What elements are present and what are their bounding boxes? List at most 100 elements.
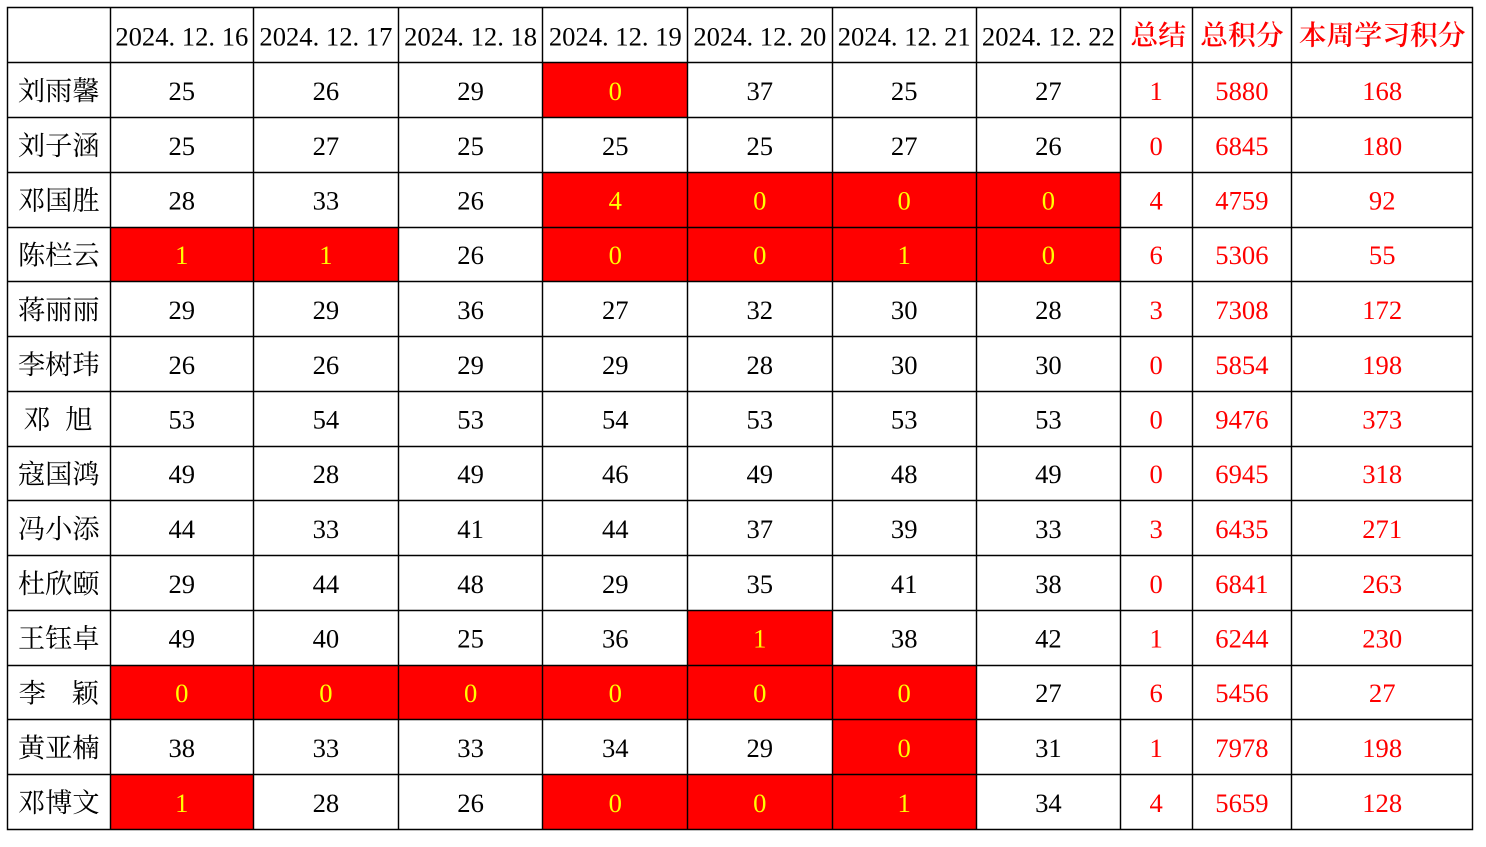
svg-text:42: 42 [1035, 624, 1062, 654]
svg-text:230: 230 [1362, 624, 1402, 654]
svg-text:28: 28 [747, 350, 774, 380]
svg-text:49: 49 [457, 459, 484, 489]
svg-text:1: 1 [898, 240, 911, 270]
svg-text:27: 27 [1035, 678, 1062, 708]
svg-text:39: 39 [891, 514, 918, 544]
svg-text:25: 25 [169, 131, 196, 161]
svg-text:28: 28 [313, 459, 340, 489]
svg-text:0: 0 [175, 678, 188, 708]
svg-text:1: 1 [1150, 733, 1163, 763]
svg-text:54: 54 [313, 405, 340, 435]
svg-text:44: 44 [602, 514, 629, 544]
svg-text:33: 33 [1035, 514, 1062, 544]
svg-text:0: 0 [1150, 350, 1163, 380]
svg-text:36: 36 [602, 624, 629, 654]
svg-text:28: 28 [169, 186, 196, 216]
svg-text:5659: 5659 [1215, 788, 1268, 818]
svg-text:5306: 5306 [1215, 240, 1268, 270]
svg-text:0: 0 [1150, 569, 1163, 599]
svg-text:1: 1 [753, 624, 766, 654]
svg-text:25: 25 [169, 76, 196, 106]
svg-text:0: 0 [898, 733, 911, 763]
svg-text:32: 32 [747, 295, 774, 325]
svg-text:318: 318 [1362, 459, 1402, 489]
svg-text:0: 0 [319, 678, 332, 708]
svg-text:0: 0 [1150, 405, 1163, 435]
svg-text:1: 1 [1150, 76, 1163, 106]
svg-text:33: 33 [313, 733, 340, 763]
svg-text:26: 26 [457, 240, 484, 270]
svg-text:28: 28 [313, 788, 340, 818]
svg-text:2024. 12. 16: 2024. 12. 16 [115, 22, 248, 52]
svg-text:33: 33 [457, 733, 484, 763]
svg-text:53: 53 [891, 405, 918, 435]
svg-text:30: 30 [891, 295, 918, 325]
svg-text:0: 0 [609, 788, 622, 818]
svg-text:4: 4 [1150, 186, 1163, 216]
svg-text:0: 0 [753, 186, 766, 216]
svg-text:2024. 12. 18: 2024. 12. 18 [404, 22, 537, 52]
svg-text:373: 373 [1362, 405, 1402, 435]
svg-text:30: 30 [891, 350, 918, 380]
svg-text:6945: 6945 [1215, 459, 1268, 489]
svg-text:35: 35 [747, 569, 774, 599]
svg-text:3: 3 [1150, 514, 1163, 544]
svg-text:0: 0 [753, 678, 766, 708]
svg-text:27: 27 [1369, 678, 1396, 708]
svg-text:2024. 12. 17: 2024. 12. 17 [259, 22, 392, 52]
svg-text:46: 46 [602, 459, 629, 489]
svg-text:92: 92 [1369, 186, 1396, 216]
svg-text:0: 0 [464, 678, 477, 708]
svg-text:168: 168 [1362, 76, 1402, 106]
svg-text:0: 0 [753, 788, 766, 818]
svg-text:49: 49 [1035, 459, 1062, 489]
svg-text:34: 34 [602, 733, 629, 763]
svg-text:6845: 6845 [1215, 131, 1268, 161]
svg-text:25: 25 [457, 131, 484, 161]
svg-text:6841: 6841 [1215, 569, 1268, 599]
svg-text:25: 25 [747, 131, 774, 161]
svg-text:53: 53 [1035, 405, 1062, 435]
svg-text:9476: 9476 [1215, 405, 1268, 435]
svg-text:0: 0 [1042, 240, 1055, 270]
svg-text:2024. 12. 19: 2024. 12. 19 [549, 22, 682, 52]
svg-text:1: 1 [898, 788, 911, 818]
svg-text:49: 49 [747, 459, 774, 489]
svg-text:48: 48 [457, 569, 484, 599]
svg-text:25: 25 [891, 76, 918, 106]
svg-text:40: 40 [313, 624, 340, 654]
svg-text:49: 49 [169, 624, 196, 654]
svg-text:44: 44 [313, 569, 340, 599]
svg-text:0: 0 [609, 678, 622, 708]
svg-text:38: 38 [1035, 569, 1062, 599]
svg-text:26: 26 [169, 350, 196, 380]
svg-text:29: 29 [457, 350, 484, 380]
svg-text:29: 29 [747, 733, 774, 763]
svg-text:41: 41 [457, 514, 484, 544]
svg-text:0: 0 [1150, 131, 1163, 161]
svg-text:6435: 6435 [1215, 514, 1268, 544]
svg-text:1: 1 [175, 788, 188, 818]
svg-text:5456: 5456 [1215, 678, 1268, 708]
svg-text:36: 36 [457, 295, 484, 325]
svg-text:2024. 12. 21: 2024. 12. 21 [838, 22, 971, 52]
svg-text:38: 38 [169, 733, 196, 763]
svg-text:49: 49 [169, 459, 196, 489]
svg-text:55: 55 [1369, 240, 1396, 270]
svg-text:0: 0 [753, 240, 766, 270]
svg-text:25: 25 [602, 131, 629, 161]
svg-text:7978: 7978 [1215, 733, 1268, 763]
svg-text:172: 172 [1362, 295, 1402, 325]
svg-text:26: 26 [313, 76, 340, 106]
svg-text:1: 1 [1150, 624, 1163, 654]
svg-text:2024. 12. 20: 2024. 12. 20 [693, 22, 826, 52]
svg-text:37: 37 [747, 514, 774, 544]
svg-text:28: 28 [1035, 295, 1062, 325]
svg-text:53: 53 [747, 405, 774, 435]
svg-text:25: 25 [457, 624, 484, 654]
svg-text:263: 263 [1362, 569, 1402, 599]
svg-text:54: 54 [602, 405, 629, 435]
svg-text:271: 271 [1362, 514, 1402, 544]
svg-text:4: 4 [609, 186, 622, 216]
svg-text:198: 198 [1362, 350, 1402, 380]
